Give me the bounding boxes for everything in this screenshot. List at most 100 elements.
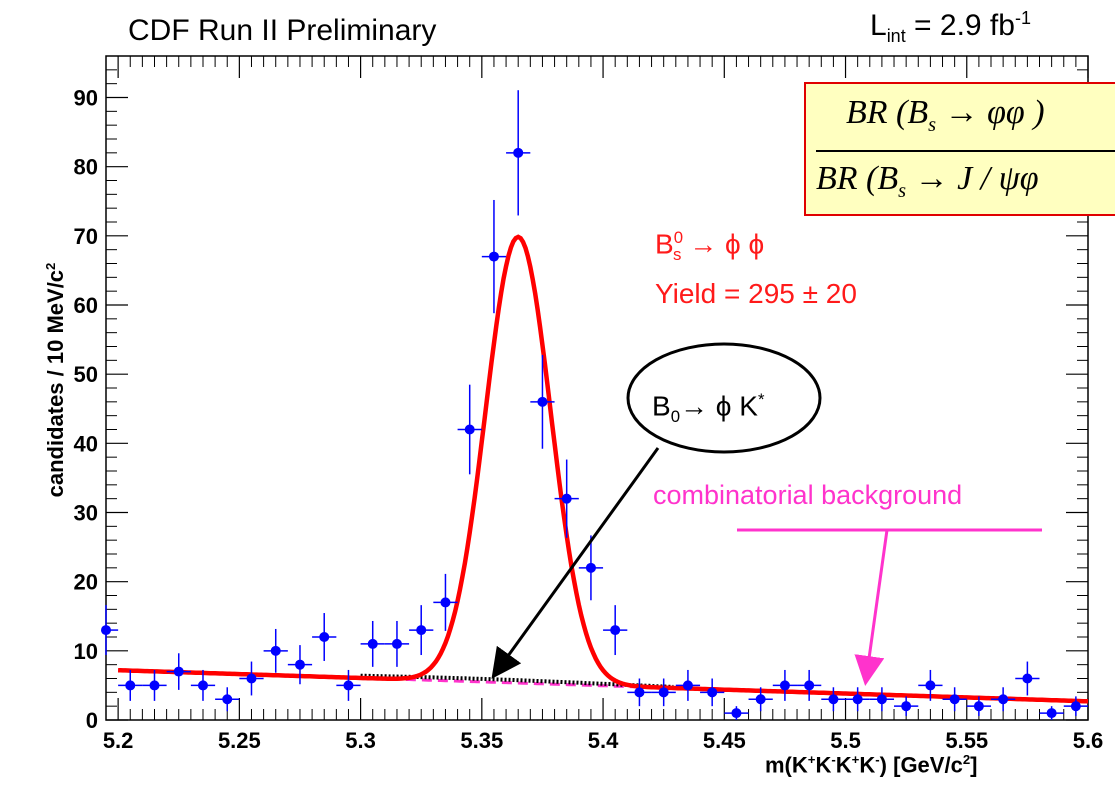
- data-point: [651, 678, 676, 707]
- x-axis-label: m(K+K-K+K-) [GeV/c2]: [765, 752, 978, 778]
- data-marker: [925, 680, 936, 691]
- signal-decay-label: B0s → ϕ ϕ: [655, 228, 765, 264]
- data-marker: [561, 493, 572, 504]
- data-point: [748, 687, 773, 712]
- data-point: [118, 669, 143, 701]
- y-tick-label: 80: [74, 155, 98, 180]
- data-point: [554, 459, 579, 538]
- data-marker: [294, 659, 305, 670]
- x-tick-label: 5.55: [945, 728, 988, 753]
- data-point: [869, 687, 895, 712]
- data-marker: [901, 701, 912, 712]
- y-tick-label: 40: [74, 431, 98, 456]
- data-point: [845, 687, 870, 712]
- data-marker: [513, 147, 524, 158]
- data-marker: [998, 694, 1009, 705]
- luminosity-label: Lint = 2.9 fb-1: [870, 8, 1031, 46]
- data-marker: [658, 687, 669, 698]
- x-tick-label: 5.25: [218, 728, 261, 753]
- data-marker: [222, 694, 233, 705]
- b0-label-ellipse: [626, 342, 822, 454]
- data-point: [409, 605, 434, 656]
- data-marker: [464, 424, 475, 435]
- ratio-numerator: BR (Bs → φφ ): [846, 94, 1045, 136]
- data-point: [336, 669, 361, 701]
- data-marker: [682, 680, 693, 691]
- data-point: [991, 687, 1016, 712]
- data-marker: [367, 638, 378, 649]
- x-tick-label: 5.3: [345, 728, 376, 753]
- data-marker: [634, 687, 645, 698]
- data-marker: [1022, 673, 1033, 684]
- data-point: [966, 696, 992, 716]
- data-marker: [804, 680, 815, 691]
- data-marker: [949, 694, 960, 705]
- data-point: [101, 605, 119, 656]
- data-point: [942, 687, 967, 712]
- y-tick-label: 70: [74, 224, 98, 249]
- fit-curves: [118, 234, 1089, 704]
- data-marker: [707, 687, 718, 698]
- data-marker: [391, 638, 402, 649]
- data-point: [287, 645, 313, 685]
- data-point: [312, 613, 337, 661]
- ratio-denominator: BR (Bs → J / ψφ: [816, 160, 1039, 202]
- branching-ratio-box: BR (Bs → φφ ) BR (Bs → J / ψφ: [804, 82, 1115, 216]
- data-marker: [610, 625, 621, 636]
- b0-arrow: [491, 447, 660, 679]
- data-marker: [731, 708, 742, 719]
- y-tick-label: 90: [74, 86, 98, 111]
- chart-title: CDF Run II Preliminary: [128, 14, 437, 47]
- x-tick-label: 5.2: [103, 728, 134, 753]
- x-tick-label: 5.5: [830, 728, 861, 753]
- data-point: [700, 678, 725, 707]
- y-tick-label: 10: [74, 639, 98, 664]
- data-marker: [1046, 708, 1057, 719]
- data-point: [797, 669, 822, 701]
- data-marker: [197, 680, 208, 691]
- data-point: [190, 669, 216, 701]
- x-tick-label: 5.35: [460, 728, 503, 753]
- data-point: [239, 661, 264, 696]
- data-point: [627, 678, 652, 707]
- x-tick-label: 5.45: [703, 728, 746, 753]
- y-tick-label: 30: [74, 501, 98, 526]
- data-point: [530, 354, 555, 449]
- fraction-bar: [816, 150, 1115, 152]
- data-point: [457, 384, 482, 475]
- data-point: [384, 620, 410, 667]
- x-tick-label: 5.4: [588, 728, 619, 753]
- combinatorial-arrow: [854, 529, 889, 686]
- y-tick-label: 0: [86, 708, 98, 733]
- annotation-shapes: [491, 342, 1042, 686]
- data-point: [918, 669, 943, 701]
- data-marker: [319, 632, 330, 642]
- total-fit-curve: [118, 234, 1089, 704]
- data-point: [675, 669, 701, 701]
- data-point: [215, 687, 240, 712]
- data-marker: [1070, 701, 1081, 712]
- data-marker: [101, 625, 111, 636]
- data-point: [263, 628, 288, 673]
- data-marker: [755, 694, 766, 705]
- data-marker: [125, 680, 136, 691]
- data-marker: [537, 396, 548, 407]
- data-point: [433, 573, 458, 631]
- data-marker: [173, 666, 184, 677]
- combinatorial-background-label: combinatorial background: [653, 480, 963, 510]
- data-point: [821, 687, 846, 712]
- data-marker: [828, 694, 839, 705]
- signal-yield-label: Yield = 295 ± 20: [655, 278, 857, 309]
- data-point: [724, 706, 749, 720]
- y-tick-label: 60: [74, 293, 98, 318]
- data-point: [603, 605, 628, 656]
- data-marker: [416, 625, 427, 636]
- data-point: [1039, 706, 1064, 720]
- data-marker: [440, 597, 451, 608]
- data-point: [772, 669, 798, 701]
- data-marker: [270, 645, 281, 656]
- data-point: [894, 696, 919, 716]
- data-point: [360, 620, 385, 667]
- data-marker: [779, 680, 790, 691]
